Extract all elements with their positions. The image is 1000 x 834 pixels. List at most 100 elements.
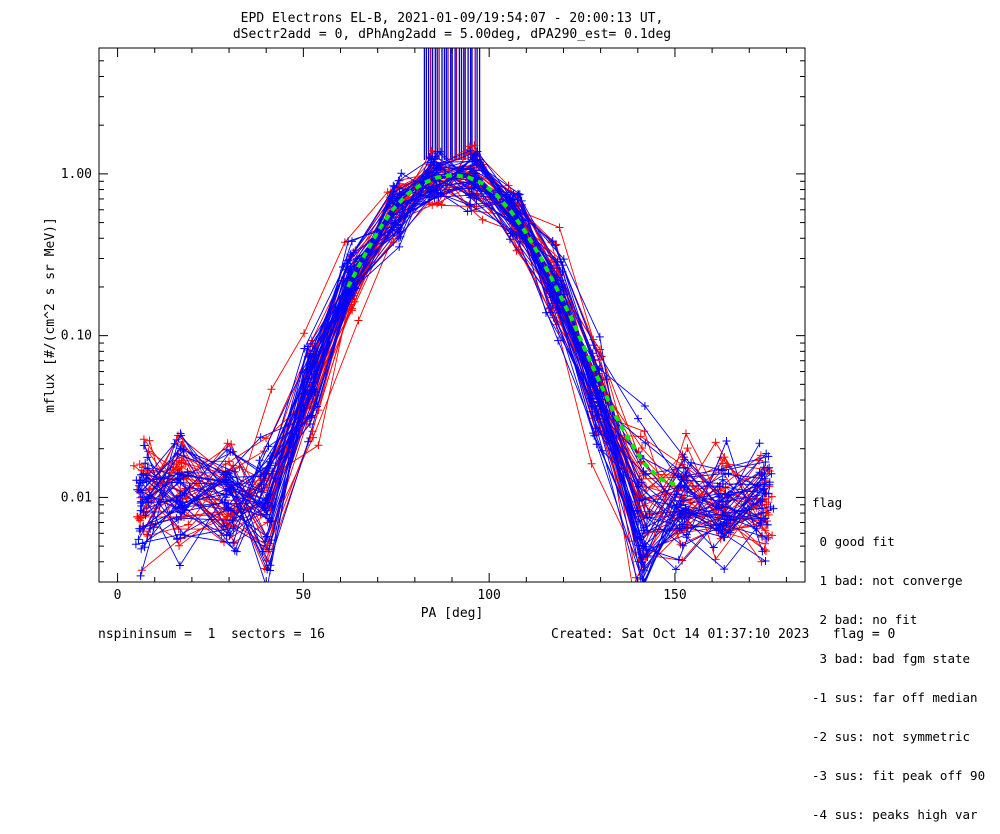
- data-point-marker: [176, 508, 185, 517]
- data-trace: [145, 181, 765, 582]
- data-point-marker: [676, 473, 685, 482]
- data-point-marker: [300, 344, 309, 353]
- data-point-marker: [547, 299, 556, 308]
- data-point-marker: [135, 481, 144, 490]
- data-point-marker: [179, 445, 188, 454]
- data-point-marker: [473, 147, 482, 156]
- data-point-marker: [718, 497, 727, 506]
- y-axis-label: mflux [#/(cm^2 s sr MeV)]: [43, 217, 58, 413]
- data-point-marker: [226, 485, 235, 494]
- data-point-marker: [638, 444, 646, 452]
- data-point-marker: [264, 442, 273, 451]
- data-point-marker: [764, 510, 773, 519]
- data-point-marker: [433, 147, 442, 156]
- data-point-marker: [683, 487, 692, 496]
- data-point-marker: [555, 308, 564, 317]
- chart-canvas: EPD Electrons EL-B, 2021-01-09/19:54:07 …: [43, 11, 806, 621]
- data-point-marker: [140, 441, 149, 450]
- data-point-marker: [465, 190, 474, 199]
- data-point-marker: [227, 440, 236, 449]
- data-point-marker: [137, 544, 146, 553]
- data-point-marker: [174, 464, 183, 473]
- data-point-marker: [300, 329, 309, 338]
- data-point-marker: [134, 535, 143, 544]
- data-point-marker: [635, 496, 644, 505]
- data-point-marker: [433, 199, 442, 208]
- data-point-marker: [671, 565, 680, 574]
- data-point-marker: [682, 471, 691, 480]
- data-point-marker: [678, 541, 687, 550]
- data-point-marker: [765, 480, 774, 489]
- data-point-marker: [228, 516, 237, 525]
- data-point-marker: [180, 531, 189, 540]
- data-point-marker: [179, 472, 188, 481]
- data-point-marker: [141, 459, 150, 468]
- data-point-marker: [141, 511, 150, 520]
- data-point-marker: [389, 238, 398, 247]
- data-point-marker: [306, 420, 314, 428]
- data-point-marker: [506, 235, 514, 244]
- data-point-marker: [258, 547, 267, 556]
- data-point-marker: [137, 502, 146, 510]
- data-point-marker: [173, 534, 181, 543]
- data-point-marker: [230, 467, 239, 476]
- data-point-marker: [762, 535, 771, 543]
- data-point-marker: [764, 452, 773, 461]
- data-point-marker: [720, 565, 729, 574]
- data-point-marker: [680, 455, 689, 464]
- data-point-marker: [267, 517, 276, 526]
- footer-right: Created: Sat Oct 14 01:37:10 2023 flag =…: [551, 627, 896, 642]
- data-point-marker: [466, 146, 474, 155]
- data-trace: [148, 179, 774, 531]
- data-point-marker: [396, 232, 405, 241]
- data-point-marker: [679, 496, 688, 505]
- data-point-marker: [724, 469, 733, 478]
- data-point-marker: [514, 189, 522, 198]
- flag-legend-title: flag: [812, 495, 843, 510]
- data-point-marker: [468, 167, 477, 176]
- data-point-marker: [761, 526, 770, 535]
- data-trace: [138, 150, 769, 582]
- data-point-marker: [716, 521, 725, 530]
- data-point-marker: [639, 467, 648, 476]
- data-point-marker: [726, 528, 735, 537]
- data-point-marker: [307, 411, 316, 420]
- data-point-marker: [478, 215, 487, 224]
- data-point-marker: [687, 458, 696, 467]
- data-trace: [145, 161, 763, 561]
- data-point-marker: [593, 411, 602, 420]
- data-trace: [141, 168, 762, 527]
- data-point-marker: [254, 499, 263, 508]
- data-point-marker: [641, 438, 650, 447]
- data-trace: [145, 184, 767, 554]
- data-point-marker: [679, 463, 688, 472]
- data-point-marker: [389, 210, 398, 219]
- data-trace: [142, 171, 768, 540]
- data-point-marker: [427, 146, 436, 155]
- data-trace: [146, 180, 760, 581]
- data-point-marker: [429, 186, 438, 195]
- data-point-marker: [219, 523, 228, 531]
- data-point-marker: [678, 520, 687, 529]
- data-point-marker: [763, 520, 772, 529]
- data-point-marker: [267, 385, 276, 394]
- data-point-marker: [553, 257, 562, 266]
- chart-title: EPD Electrons EL-B, 2021-01-09/19:54:07 …: [241, 11, 664, 26]
- data-point-marker: [554, 336, 563, 345]
- data-point-marker: [721, 490, 730, 498]
- data-point-marker: [222, 531, 231, 540]
- data-point-marker: [761, 539, 770, 548]
- data-point-marker: [344, 266, 353, 275]
- data-point-marker: [592, 413, 601, 422]
- flag-legend-item: 2 bad: no fit: [812, 612, 918, 627]
- data-point-marker: [229, 461, 238, 470]
- data-point-marker: [758, 504, 767, 513]
- data-point-marker: [762, 500, 771, 509]
- y-tick-label: 0.10: [61, 329, 92, 344]
- x-axis-label: PA [deg]: [421, 606, 484, 621]
- data-point-marker: [678, 556, 687, 565]
- data-point-marker: [759, 463, 768, 472]
- y-tick-label: 0.01: [61, 490, 92, 505]
- data-point-marker: [674, 555, 683, 564]
- data-point-marker: [719, 466, 727, 475]
